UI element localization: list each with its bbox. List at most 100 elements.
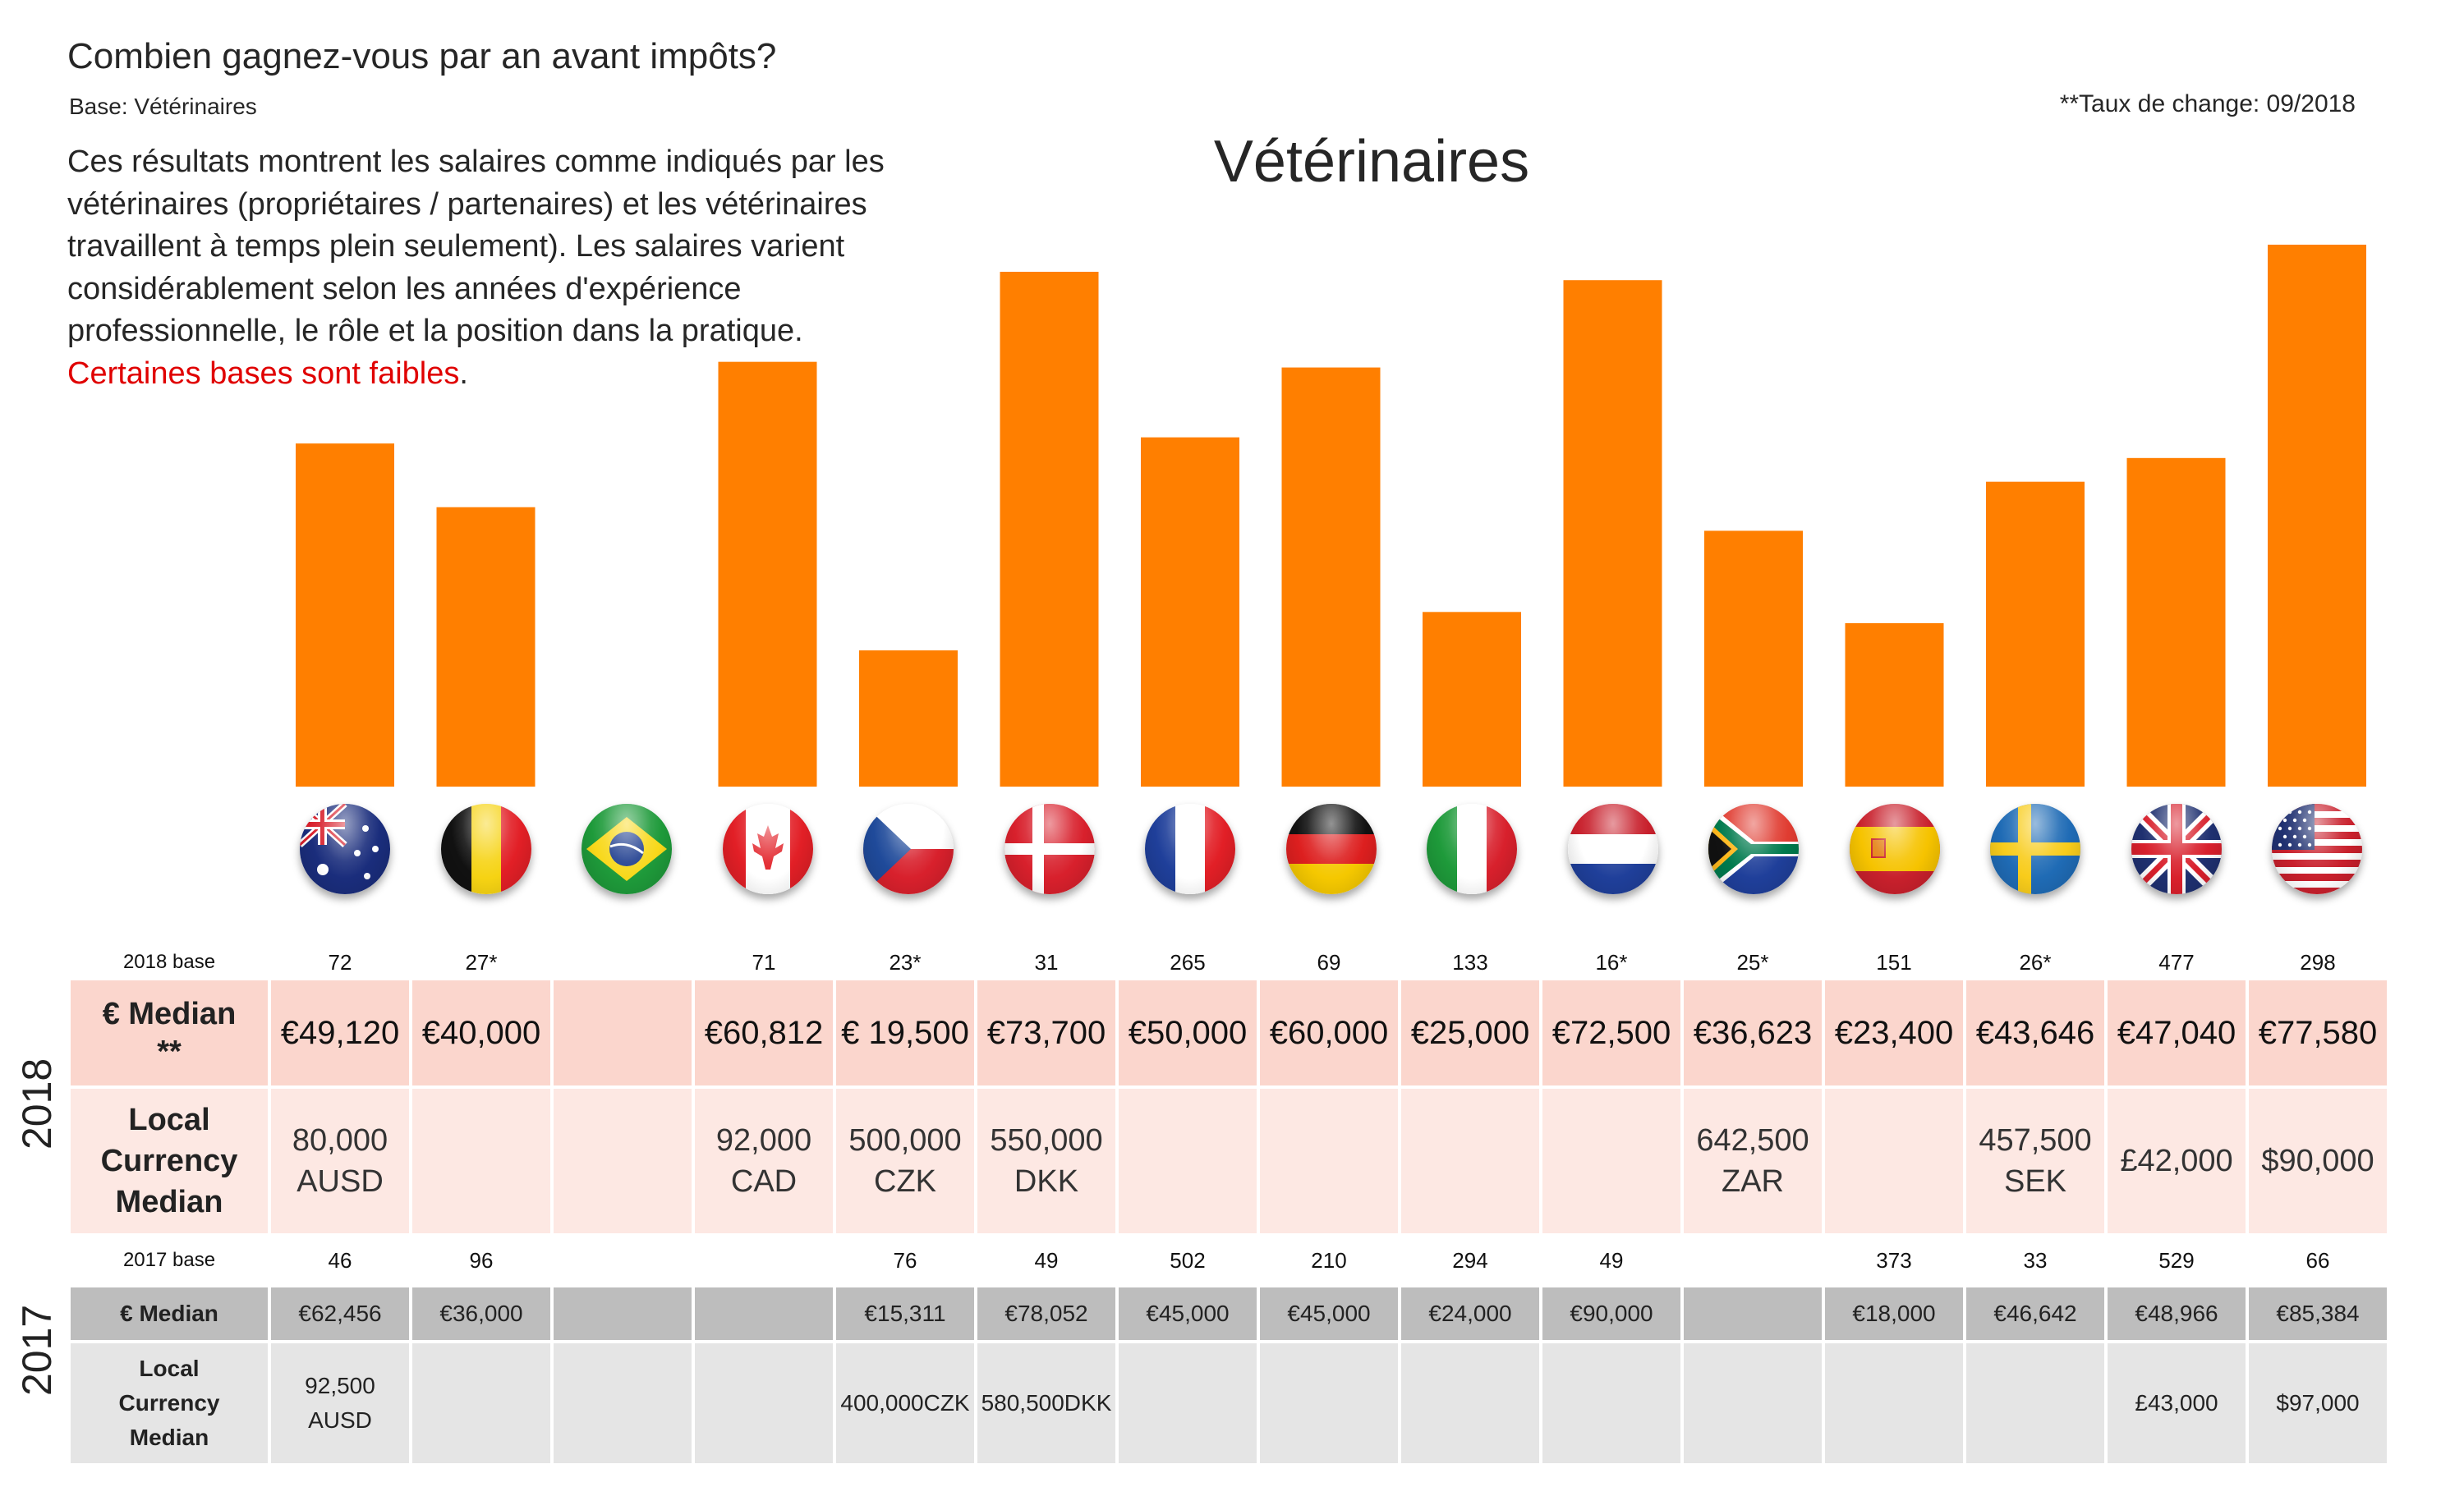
bar-italy — [1423, 612, 1521, 787]
eur-median-2017-cell: €45,000 — [1119, 1287, 1257, 1340]
base-2018-cell: 26* — [2019, 949, 2052, 975]
eur-median-2017-cell — [1684, 1287, 1822, 1340]
base-2018-cell: 298 — [2300, 949, 2336, 975]
local-median-2018-cell: 457,500 SEK — [1966, 1089, 2104, 1233]
base-2018-cell — [554, 948, 692, 977]
cell-line: 500,000 — [848, 1123, 962, 1158]
cell-line: £42,000 — [2120, 1144, 2233, 1178]
local-median-2018-row: Local Currency Median 80,000 AUSD 92,000 CAD 5… — [71, 1089, 2387, 1233]
italy-flag-icon — [1427, 804, 1517, 894]
base-2017-cell: 33 — [2023, 1247, 2048, 1273]
low-base-warning: Certaines bases sont faibles — [67, 356, 460, 391]
base-2017-cell — [554, 1237, 692, 1284]
base-2018-cell: 16* — [1595, 949, 1628, 975]
base-2018-row: 2018 base 72 27* 71 23* 31 265 69 133 16* 25* 151 2… — [71, 948, 2387, 977]
cell-line: AUSD — [308, 1407, 372, 1433]
local-median-2017-row: Local Currency Median 92,500 AUSD 400,000CZK… — [71, 1343, 2387, 1463]
eur-median-2017-cell: €46,642 — [1966, 1287, 2104, 1340]
eur-median-2018-cell: €49,120 — [271, 980, 409, 1085]
base-2017-cell: 66 — [2305, 1247, 2330, 1273]
eur-median-2018-cell: €23,400 — [1825, 980, 1963, 1085]
eur-median-2018-cell: €50,000 — [1119, 980, 1257, 1085]
warning-tail: . — [459, 356, 468, 391]
base-2017-cell: 76 — [893, 1247, 917, 1273]
base-2018-cell: 265 — [1170, 949, 1206, 975]
base-2018-cell: 31 — [1034, 949, 1059, 975]
local-median-2018-cell — [1260, 1089, 1398, 1233]
local-median-2018-cell: 642,500 ZAR — [1684, 1089, 1822, 1233]
eur-median-2018-cell: €72,500 — [1542, 980, 1680, 1085]
australia-flag-icon — [300, 804, 390, 894]
local-median-2018-cell — [1401, 1089, 1539, 1233]
eur-median-2017-cell: €18,000 — [1825, 1287, 1963, 1340]
cell-line: 80,000 — [292, 1123, 388, 1158]
local-median-2017-cell: 92,500 AUSD — [271, 1343, 409, 1463]
base-2017-cell: 46 — [328, 1247, 352, 1273]
eur-median-2018-row: € Median ** €49,120 €40,000 €60,812 € 19,500… — [71, 980, 2387, 1085]
netherlands-flag-icon — [1567, 804, 1658, 894]
local-median-2018-cell — [1119, 1089, 1257, 1233]
cell-line: 92,500 — [305, 1373, 375, 1398]
cell-line: ZAR — [1722, 1164, 1784, 1199]
usa-flag-icon — [2272, 804, 2362, 894]
local-median-2017-cell — [1401, 1343, 1539, 1463]
local-median-2018-cell: $90,000 — [2249, 1089, 2387, 1233]
local-median-2017-cell: 580,500DKK — [977, 1343, 1115, 1463]
eur-median-2017-cell: €62,456 — [271, 1287, 409, 1340]
local-median-2017-cell: £43,000 — [2108, 1343, 2246, 1463]
cell-line: DKK — [1014, 1164, 1079, 1199]
exchange-rate-note: **Taux de change: 09/2018 — [2059, 90, 2356, 117]
intro-text: Ces résultats montrent les salaires comm… — [67, 141, 938, 395]
bar-united-states — [2268, 245, 2366, 787]
local-median-2017-cell — [1542, 1343, 1680, 1463]
base-2017-cell: 294 — [1452, 1247, 1488, 1273]
eur-median-2018-cell: €40,000 — [412, 980, 550, 1085]
eur-median-label-text: € Median — [102, 997, 237, 1031]
local-median-2017-cell: $97,000 — [2249, 1343, 2387, 1463]
base-2017-cell: 49 — [1034, 1247, 1059, 1273]
cell-line: $90,000 — [2261, 1144, 2374, 1178]
label-line-3: Median — [115, 1185, 223, 1219]
bar-south-africa — [1704, 530, 1803, 787]
eur-median-2017-cell: €24,000 — [1401, 1287, 1539, 1340]
base-label: Base: Vétérinaires — [69, 94, 257, 119]
cell-line: 457,500 — [1979, 1123, 2092, 1158]
cell-line: SEK — [2003, 1164, 2067, 1199]
uk-flag-icon — [2131, 804, 2222, 894]
bar-sweden — [1986, 481, 2085, 787]
cell-line: 92,000 — [715, 1123, 812, 1158]
bar-germany — [1281, 367, 1381, 787]
label-line-1: Local — [128, 1103, 210, 1137]
base-2018-cell: 69 — [1317, 949, 1341, 975]
local-median-2017-cell — [412, 1343, 550, 1463]
eur-median-2018-cell — [554, 980, 692, 1085]
bar-australia — [296, 443, 394, 787]
local-median-2017-cell — [554, 1343, 692, 1463]
base-2017-cell: 529 — [2158, 1247, 2195, 1273]
label-line-2: Currency — [100, 1144, 238, 1178]
eur-median-2017-cell: €15,311 — [836, 1287, 974, 1340]
cell-line: CZK — [874, 1164, 936, 1199]
eur-median-2018-cell: €73,700 — [977, 980, 1115, 1085]
base-2017-cell: 502 — [1170, 1247, 1206, 1273]
base-2017-label: 2017 base — [122, 1249, 216, 1271]
bar-belgium — [436, 507, 536, 787]
eur-median-2017-cell: €48,966 — [2108, 1287, 2246, 1340]
cell-line: £43,000 — [2135, 1390, 2218, 1416]
brazil-flag-icon — [582, 804, 672, 894]
cell-line: 642,500 — [1696, 1123, 1809, 1158]
base-2017-cell: 373 — [1876, 1247, 1912, 1273]
base-2018-cell: 23* — [889, 949, 922, 975]
eur-median-2018-cell: €43,646 — [1966, 980, 2104, 1085]
eur-median-2017-cell: €45,000 — [1260, 1287, 1398, 1340]
base-2017-cell: 96 — [469, 1247, 494, 1273]
eur-median-2017-cell: €78,052 — [977, 1287, 1115, 1340]
eur-median-2017-cell: €90,000 — [1542, 1287, 1680, 1340]
eur-median-2017-cell: €85,384 — [2249, 1287, 2387, 1340]
sweden-flag-icon — [1990, 804, 2080, 894]
chart-title: Vétérinaires — [1213, 129, 1530, 195]
eur-median-2018-cell: €36,623 — [1684, 980, 1822, 1085]
local-median-2018-cell — [412, 1089, 550, 1233]
base-2018-cell: 133 — [1452, 949, 1488, 975]
question-title: Combien gagnez-vous par an avant impôts? — [67, 36, 777, 76]
